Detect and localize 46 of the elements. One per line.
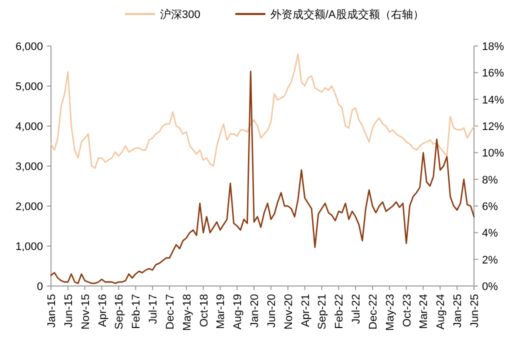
- x-tick-label: Mar-24: [418, 294, 430, 329]
- x-tick-label: Oct-23: [401, 294, 414, 328]
- y-tick-label: 4,000: [15, 121, 43, 133]
- y2-tick-label: 12%: [482, 121, 504, 133]
- legend-label: 外资成交额/A股成交额（右轴）: [270, 8, 424, 21]
- y2-tick-label: 18%: [482, 41, 504, 53]
- y2-tick-label: 8%: [482, 174, 498, 186]
- y2-tick-label: 14%: [482, 94, 504, 106]
- legend-label: 沪深300: [160, 8, 200, 21]
- y-tick-label: 5,000: [15, 81, 43, 93]
- x-tick-label: Oct-18: [198, 294, 210, 328]
- x-tick-label: Jul-22: [350, 294, 363, 324]
- x-tick-label: Dec-22: [367, 294, 380, 330]
- y-tick-label: 6,000: [15, 41, 43, 53]
- x-tick-label: Sep-21: [316, 294, 329, 330]
- x-tick-label: Jan-15: [46, 294, 58, 328]
- y-tick-label: 3,000: [15, 161, 43, 173]
- x-tick-label: Jun-20: [266, 294, 278, 328]
- y2-tick-label: 4%: [482, 228, 498, 240]
- x-tick-label: Nov-15: [80, 294, 92, 330]
- y2-tick-label: 0%: [482, 281, 498, 293]
- y2-tick-label: 6%: [482, 201, 498, 213]
- x-tick-label: Jun-15: [62, 294, 75, 328]
- x-tick-label: Dec-17: [164, 294, 176, 330]
- x-tick-label: May-18: [181, 294, 194, 331]
- line-series: [50, 53, 475, 169]
- x-tick-label: Jul-17: [148, 294, 160, 324]
- x-tick-label: Jan-20: [249, 294, 262, 328]
- x-tick-label: Jan-25: [452, 294, 464, 328]
- y2-tick-label: 16%: [482, 68, 504, 80]
- y-tick-label: 0: [36, 281, 43, 293]
- x-tick-label: Feb-17: [130, 294, 143, 329]
- x-tick-label: May-23: [384, 294, 396, 331]
- x-tick-label: Jun-25: [469, 294, 481, 328]
- x-tick-label: Apr-16: [96, 294, 109, 328]
- x-tick-label: Aug-19: [232, 294, 244, 330]
- y2-tick-label: 10%: [482, 148, 504, 160]
- x-tick-label: Mar-19: [215, 294, 228, 329]
- x-tick-label: Aug-24: [435, 294, 448, 330]
- y-tick-label: 2,000: [15, 201, 43, 213]
- x-tick-label: Feb-22: [334, 294, 346, 329]
- y-tick-label: 1,000: [15, 241, 43, 253]
- x-tick-label: Nov-20: [282, 294, 295, 330]
- y2-tick-label: 2%: [482, 254, 498, 266]
- x-tick-label: Apr-21: [300, 294, 312, 328]
- x-tick-label: Sep-16: [114, 294, 126, 330]
